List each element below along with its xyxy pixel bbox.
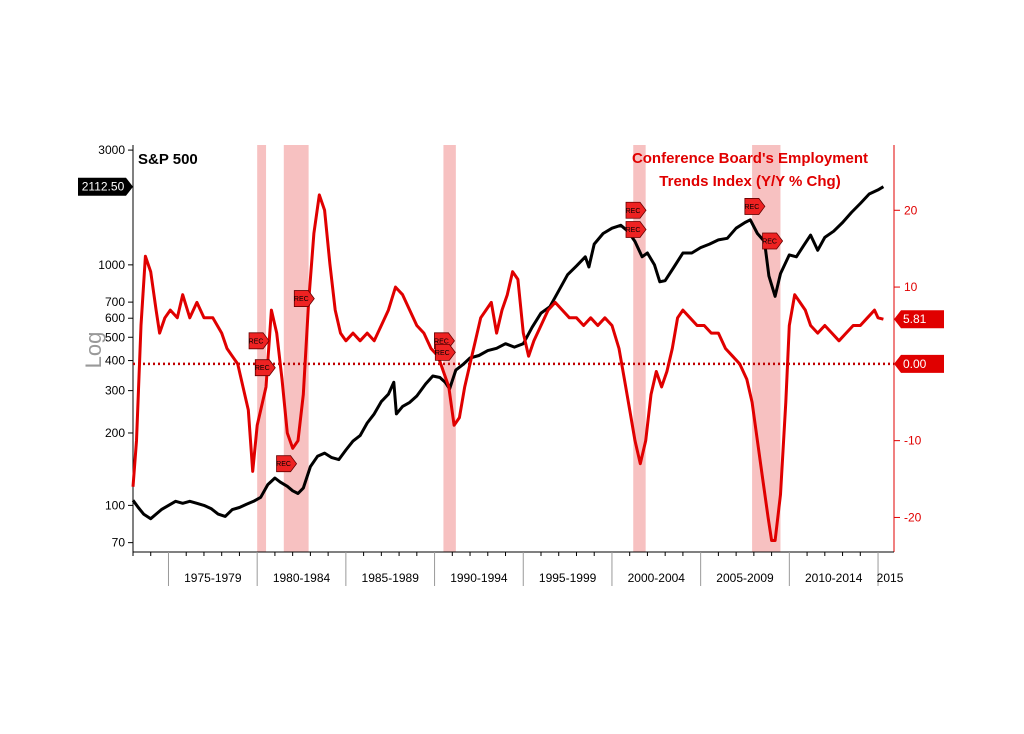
rec-marker-label: REC <box>626 227 641 234</box>
x-tick-label: 1975-1979 <box>184 571 242 585</box>
zero-tag-shape <box>894 354 944 373</box>
rec-marker: REC <box>434 343 456 361</box>
left-axis-label: Log <box>81 332 106 369</box>
series-layer <box>131 185 885 542</box>
rec-marker-label: REC <box>249 338 264 345</box>
rec-marker-shape <box>744 198 766 215</box>
sp500-tag-shape <box>78 177 133 196</box>
left-tick-label: 600 <box>105 311 125 325</box>
rec-marker-shape <box>254 359 276 377</box>
left-tick-label: 300 <box>105 384 125 398</box>
right-tick-label: 10 <box>904 280 918 294</box>
x-tick-label: 2010-2014 <box>805 571 863 585</box>
rec-marker: REC <box>625 221 647 238</box>
left-title: S&P 500 <box>138 151 198 168</box>
sp500-last-value-tag: 2112.50 <box>78 177 133 196</box>
rec-marker-shape <box>293 290 315 307</box>
left-tick-label: 70 <box>112 536 126 550</box>
left-tick-label: 400 <box>105 354 125 368</box>
left-tick-label: 100 <box>105 498 125 512</box>
sp500-tag-text: 2112.50 <box>82 180 125 194</box>
rec-marker-shape <box>248 332 270 350</box>
x-tick-label: 2015 <box>877 571 904 585</box>
sp500-line <box>131 185 885 521</box>
rec-marker: REC <box>744 198 766 215</box>
x-tick-label: 1985-1989 <box>362 571 420 585</box>
left-axis-ticks: 70 100 200 300 400 500 600 700 1000 3000 <box>98 143 133 550</box>
x-tick-label: 1990-1994 <box>450 571 508 585</box>
rec-marker-shape <box>276 455 298 473</box>
x-tick-label: 1980-1984 <box>273 571 331 585</box>
eti-line <box>131 193 884 542</box>
eti-last-value-tag: 5.81 <box>894 310 944 329</box>
x-tick-label: 2000-2004 <box>628 571 686 585</box>
x-tick-label: 1995-1999 <box>539 571 597 585</box>
rec-marker-shape <box>625 201 647 219</box>
right-title-line2: Trends Index (Y/Y % Chg) <box>659 173 840 190</box>
rec-marker-shape <box>625 221 647 238</box>
rec-marker: REC <box>293 290 315 307</box>
rec-marker: REC <box>254 359 276 377</box>
rec-marker-label: REC <box>744 204 759 211</box>
rec-marker: REC <box>762 232 784 250</box>
right-tick-label: -10 <box>904 434 922 448</box>
x-tick-label: 2005-2009 <box>716 571 774 585</box>
rec-marker-label: REC <box>276 461 291 468</box>
rec-marker-label: REC <box>626 208 641 215</box>
right-title-line1: Conference Board's Employment <box>632 150 868 167</box>
rec-marker: REC <box>625 201 647 219</box>
zero-tag-text: 0.00 <box>903 357 927 371</box>
left-tick-label: 200 <box>105 426 125 440</box>
rec-marker-label: REC <box>762 238 777 245</box>
left-tick-label: 500 <box>105 330 125 344</box>
left-tick-label: 700 <box>105 295 125 309</box>
right-axis-ticks: -20 -10 10 20 <box>894 203 922 524</box>
right-tick-label: 20 <box>904 203 918 217</box>
eti-tag-text: 5.81 <box>903 312 927 326</box>
eti-tag-shape <box>894 310 944 329</box>
rec-marker-label: REC <box>435 350 450 357</box>
rec-markers: REC REC REC REC REC REC REC REC REC REC <box>248 198 784 473</box>
rec-marker-shape <box>434 343 456 361</box>
rec-marker-label: REC <box>255 365 270 372</box>
left-tick-label: 3000 <box>98 143 125 157</box>
rec-marker: REC <box>248 332 270 350</box>
left-tick-label: 1000 <box>98 258 125 272</box>
x-axis-ticks: 1975-1979 1980-1984 1985-1989 1990-1994 1995… <box>132 552 904 586</box>
rec-marker-shape <box>762 232 784 250</box>
zero-value-tag: 0.00 <box>894 354 944 373</box>
right-tick-label: -20 <box>904 510 922 524</box>
rec-marker: REC <box>276 455 298 473</box>
rec-marker-label: REC <box>434 338 449 345</box>
rec-marker-label: REC <box>294 296 309 303</box>
